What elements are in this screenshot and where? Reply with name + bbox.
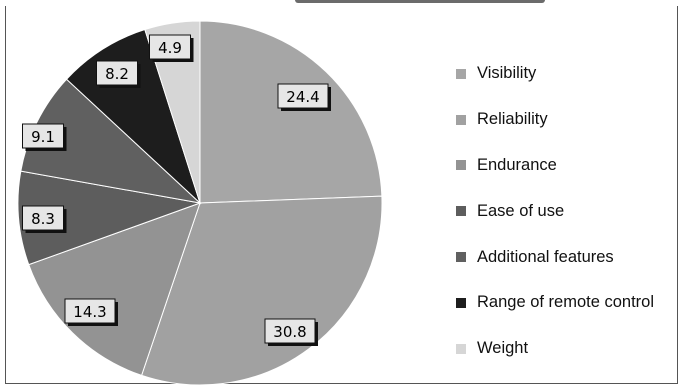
legend-swatch	[456, 297, 466, 308]
legend-item-reliability: Reliability	[456, 97, 686, 143]
data-label-value: 8.3	[31, 210, 55, 228]
legend-label: Visibility	[477, 64, 537, 83]
data-label-ease-of-use: 8.3	[22, 205, 67, 233]
legend-label: Ease of use	[477, 201, 565, 220]
legend-swatch	[456, 160, 466, 171]
data-label-weight: 4.9	[149, 34, 194, 62]
pie-slice-reliability	[140, 195, 383, 386]
data-label-value: 4.9	[158, 39, 182, 57]
data-label-visibility: 24.4	[277, 83, 331, 111]
legend-label: Endurance	[477, 155, 557, 174]
legend-swatch	[456, 206, 466, 217]
data-label-endurance: 14.3	[64, 298, 118, 326]
data-label-additional-features: 9.1	[22, 123, 67, 151]
data-label-value: 9.1	[31, 128, 55, 146]
legend-label: Range of remote control	[477, 293, 655, 312]
legend-item-endurance: Endurance	[456, 143, 686, 189]
pie-slice-weight	[144, 20, 201, 204]
pie-slice-endurance	[28, 202, 201, 377]
data-label-value: 30.8	[273, 323, 306, 341]
legend-swatch	[456, 68, 466, 79]
cropped-title-bar	[5, 0, 678, 6]
legend-item-ease-of-use: Ease of use	[456, 188, 686, 234]
data-label-value: 24.4	[286, 88, 319, 106]
pie-slice-additional-features	[20, 78, 202, 204]
data-label-reliability: 30.8	[264, 318, 318, 346]
legend-label: Additional features	[477, 247, 614, 266]
legend-label: Weight	[477, 339, 529, 358]
pie-slice-visibility	[199, 20, 383, 204]
data-label-range-of-remote-control: 8.2	[96, 60, 141, 88]
legend-label: Reliability	[477, 110, 548, 129]
data-label-value: 14.3	[73, 303, 106, 321]
legend: Visibility Reliability Endurance Ease of us…	[456, 51, 686, 372]
legend-item-visibility: Visibility	[456, 51, 686, 97]
data-label-value: 8.2	[105, 65, 129, 83]
pie-slice-ease-of-use	[17, 170, 202, 266]
legend-swatch	[456, 114, 466, 125]
legend-item-additional-features: Additional features	[456, 234, 686, 280]
legend-item-weight: Weight	[456, 326, 686, 372]
legend-item-range-of-remote-control: Range of remote control	[456, 280, 686, 326]
legend-swatch	[456, 252, 466, 263]
legend-swatch	[456, 343, 466, 354]
